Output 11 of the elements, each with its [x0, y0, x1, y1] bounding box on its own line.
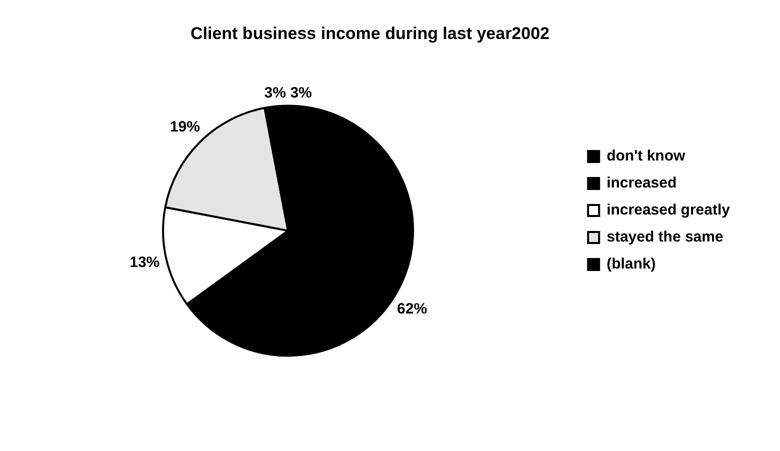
- data-label: 19%: [170, 118, 200, 136]
- legend-label: increased: [606, 174, 677, 192]
- legend-label: increased greatly: [606, 202, 731, 219]
- data-label: 3%: [290, 84, 312, 102]
- data-label: 3%: [264, 84, 286, 102]
- legend-label: (blank): [606, 256, 656, 273]
- data-label: 13%: [130, 254, 160, 271]
- chart-title: Client business income during last year2002: [190, 24, 550, 43]
- legend-label: stayed the same: [606, 228, 724, 246]
- data-label: 62%: [397, 300, 428, 318]
- legend-label: don't know: [606, 148, 686, 165]
